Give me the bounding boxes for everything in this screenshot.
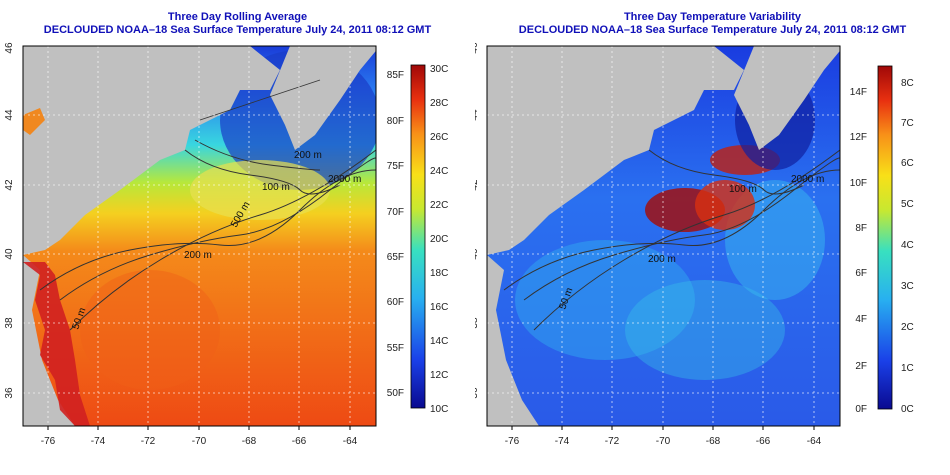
scale-label-c: 16C <box>430 302 448 313</box>
contour-label: 100 m <box>729 184 757 195</box>
sst-average-map: 50 m 200 m 500 m 100 m 2000 m 200 m -76 … <box>4 42 448 447</box>
y-axis: 36 38 40 42 44 46 <box>4 42 15 399</box>
nova-scotia-land <box>270 46 376 150</box>
scale-label-f: 80F <box>387 116 404 127</box>
panel-title: Three Day Temperature Variability <box>623 11 802 23</box>
y-tick-label: 38 <box>4 317 15 329</box>
contour-label: 2000 m <box>791 174 824 185</box>
color-scale-bar <box>410 64 426 409</box>
y-tick-label: 40 <box>475 248 480 260</box>
scale-label-c: 26C <box>430 132 448 143</box>
scale-label-f: 55F <box>387 343 404 354</box>
land-mass <box>487 46 744 255</box>
y-tick-label: 36 <box>475 387 480 399</box>
land-mass <box>23 46 280 255</box>
scale-label-f: 10F <box>850 178 867 189</box>
scale-label-c: 10C <box>430 404 448 415</box>
x-tick-label: -68 <box>242 436 257 447</box>
x-tick-label: -72 <box>141 436 156 447</box>
scale-label-f: 8F <box>855 223 867 234</box>
nova-scotia-land <box>734 46 840 150</box>
y-tick-label: 40 <box>4 248 15 260</box>
scale-label-c: 18C <box>430 268 448 279</box>
x-axis: -76 -74 -72 -70 -68 -66 -64 <box>41 426 358 447</box>
depth-contour <box>503 169 840 291</box>
graticule <box>23 46 376 426</box>
x-tick-label: -64 <box>807 436 822 447</box>
scale-label-f: 75F <box>387 161 404 172</box>
scale-label-c: 28C <box>430 98 448 109</box>
fahrenheit-scale: 50F 55F 60F 65F 70F 75F 80F 85F <box>387 70 404 399</box>
scale-label-c: 20C <box>430 234 448 245</box>
scale-label-f: 60F <box>387 297 404 308</box>
x-tick-label: -76 <box>41 436 56 447</box>
scale-label-f: 70F <box>387 207 404 218</box>
celsius-scale: 10C 12C 14C 16C 18C 20C 22C 24C 26C 28C … <box>430 64 448 415</box>
scale-label-f: 65F <box>387 252 404 263</box>
contour-label: 2000 m <box>328 174 361 185</box>
scale-label-c: 0C <box>901 404 914 415</box>
x-tick-label: -70 <box>192 436 207 447</box>
scale-label-f: 4F <box>855 314 867 325</box>
y-tick-label: 36 <box>4 387 15 399</box>
x-tick-label: -76 <box>505 436 520 447</box>
contour-label: 200 m <box>294 150 322 161</box>
scale-label-c: 14C <box>430 336 448 347</box>
x-tick-label: -74 <box>555 436 570 447</box>
contour-label: 200 m <box>184 250 212 261</box>
x-tick-label: -64 <box>343 436 358 447</box>
x-tick-label: -68 <box>706 436 721 447</box>
depth-contour <box>39 169 376 291</box>
scale-label-f: 2F <box>855 361 867 372</box>
x-tick-label: -70 <box>656 436 671 447</box>
x-axis: -76 -74 -72 -70 -68 -66 -64 <box>505 426 822 447</box>
scale-label-c: 7C <box>901 118 914 129</box>
celsius-scale: 0C 1C 2C 3C 4C 5C 6C 7C 8C <box>901 78 914 415</box>
x-tick-label: -72 <box>605 436 620 447</box>
scale-label-f: 6F <box>855 268 867 279</box>
sst-variability-map: 50 m 200 m 100 m 2000 m -76 -74 -72 -70 … <box>475 42 914 447</box>
scale-label-f: 50F <box>387 388 404 399</box>
graticule <box>487 46 840 426</box>
scale-label-c: 4C <box>901 240 914 251</box>
scale-label-c: 6C <box>901 158 914 169</box>
scale-label-c: 30C <box>430 64 448 75</box>
scale-label-f: 14F <box>850 87 867 98</box>
scale-label-f: 0F <box>855 404 867 415</box>
y-tick-label: 42 <box>475 179 480 191</box>
x-tick-label: -74 <box>91 436 106 447</box>
scale-label-c: 24C <box>430 166 448 177</box>
panel-subtitle: DECLOUDED NOAA–18 Sea Surface Temperatur… <box>518 24 907 36</box>
y-tick-label: 46 <box>4 42 15 54</box>
panel-title: Three Day Rolling Average <box>167 11 308 23</box>
x-tick-label: -66 <box>292 436 307 447</box>
contour-label: 100 m <box>262 182 290 193</box>
scale-label-f: 12F <box>850 132 867 143</box>
scale-label-c: 5C <box>901 199 914 210</box>
color-scale-bar <box>877 65 893 410</box>
scale-label-f: 85F <box>387 70 404 81</box>
scale-label-c: 1C <box>901 363 914 374</box>
scale-label-c: 12C <box>430 370 448 381</box>
scale-label-c: 2C <box>901 322 914 333</box>
y-tick-label: 46 <box>475 42 480 54</box>
scale-label-c: 22C <box>430 200 448 211</box>
scale-label-c: 8C <box>901 78 914 89</box>
contour-label: 200 m <box>648 254 676 265</box>
scale-label-c: 3C <box>901 281 914 292</box>
y-tick-label: 42 <box>4 179 15 191</box>
y-tick-label: 44 <box>4 109 15 121</box>
fahrenheit-scale: 0F 2F 4F 6F 8F 10F 12F 14F <box>850 87 867 415</box>
sst-average-panel: Three Day Rolling Average DECLOUDED NOAA… <box>4 11 448 447</box>
sst-variability-panel: Three Day Temperature Variability DECLOU… <box>475 0 950 475</box>
y-tick-label: 38 <box>475 317 480 329</box>
y-tick-label: 44 <box>475 109 480 121</box>
panel-subtitle: DECLOUDED NOAA–18 Sea Surface Temperatur… <box>43 24 432 36</box>
x-tick-label: -66 <box>756 436 771 447</box>
y-axis: 36 38 40 42 44 46 <box>475 42 480 399</box>
